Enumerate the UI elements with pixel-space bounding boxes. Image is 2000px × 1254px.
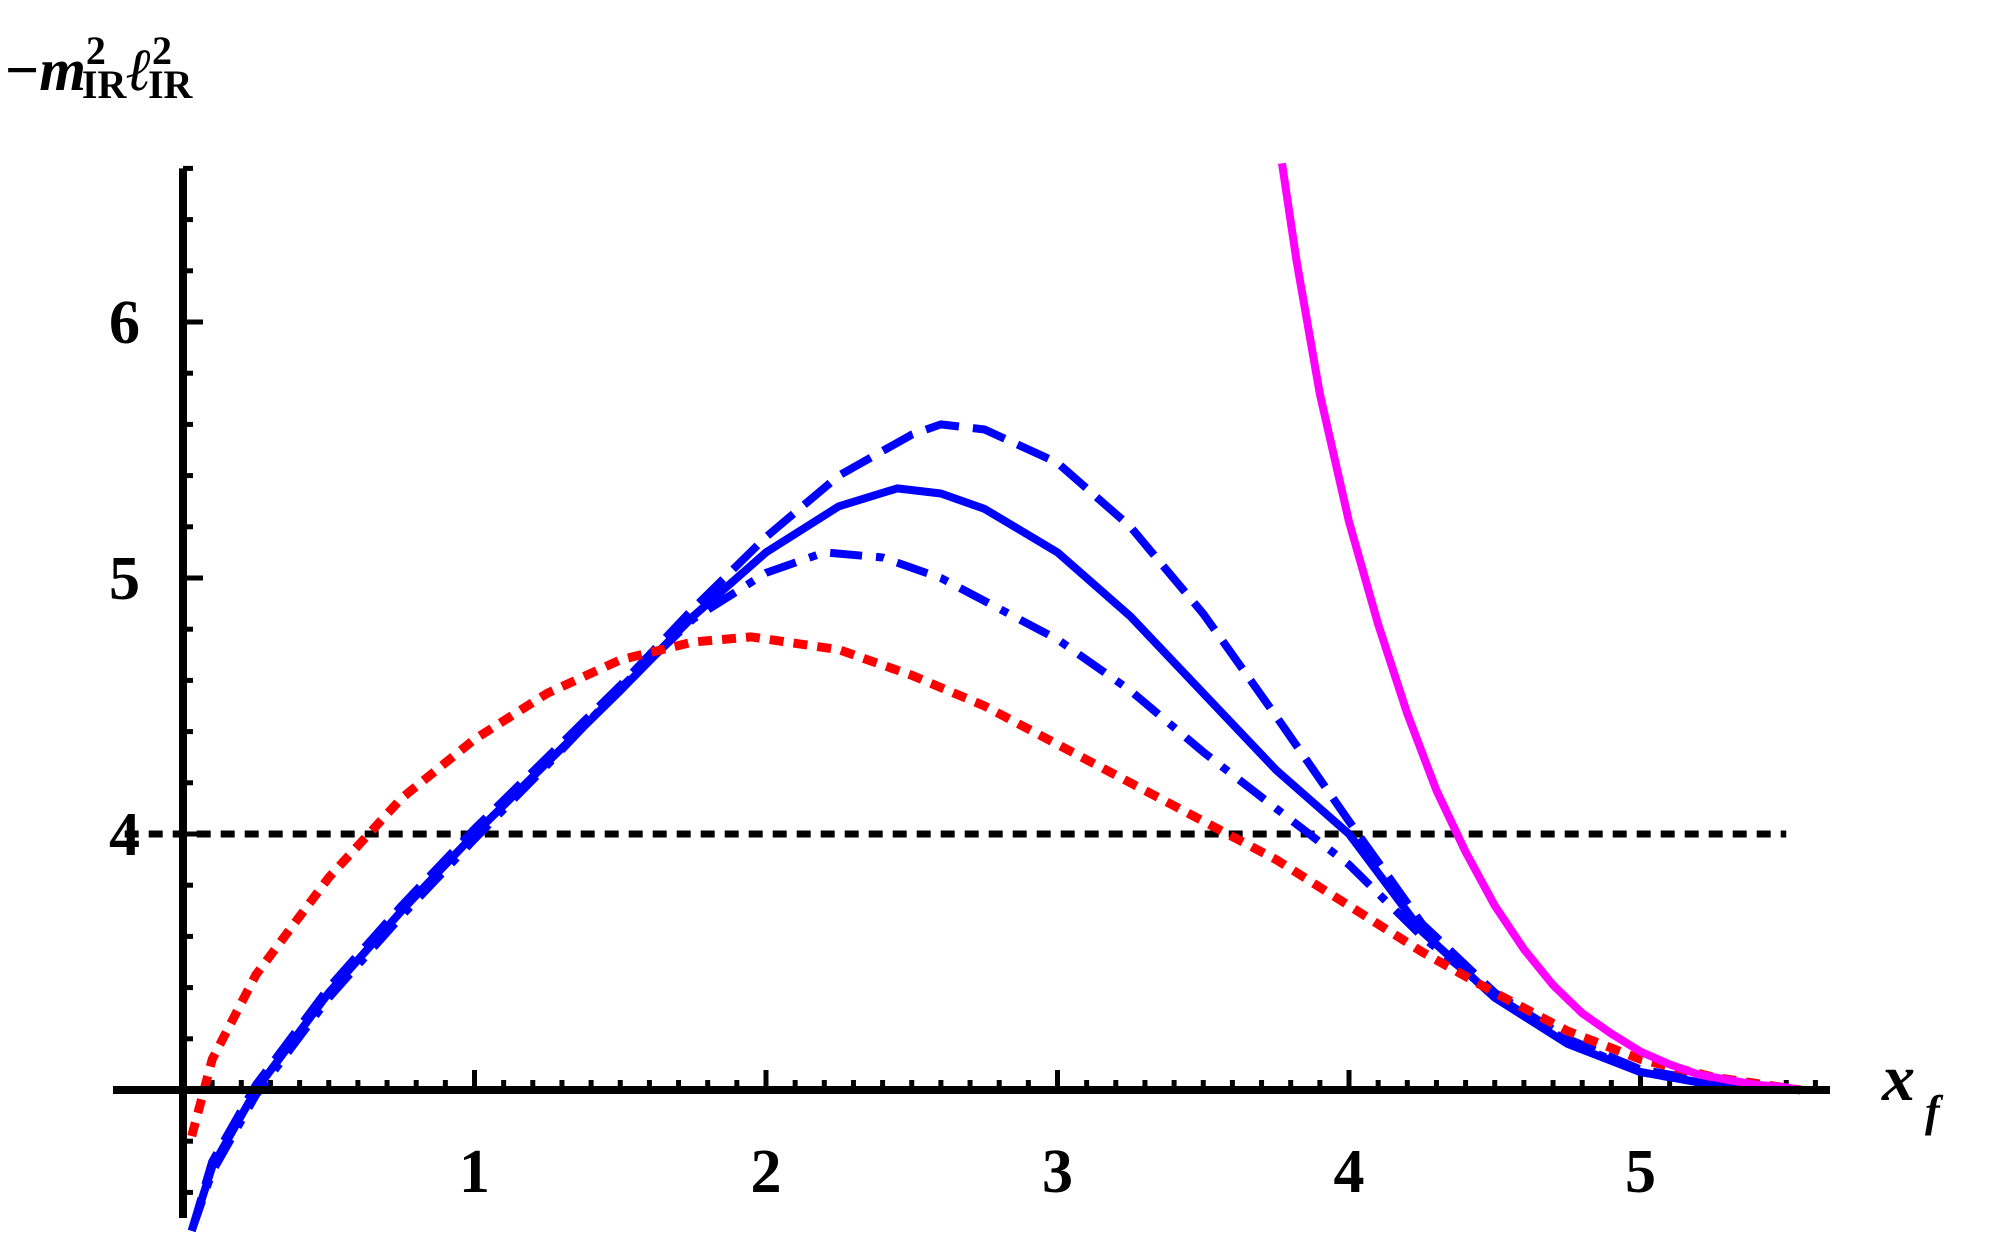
y-axis-label-l-sub: IR — [148, 62, 194, 107]
y-tick-label: 4 — [109, 801, 140, 869]
x-tick-label: 3 — [1042, 1138, 1073, 1206]
x-tick-label: 2 — [751, 1138, 782, 1206]
y-axis-label-l: ℓ — [126, 37, 152, 103]
series-line-2-solid — [187, 484, 1802, 1233]
x-axis-label-sub: f — [1925, 1087, 1944, 1136]
series-line-3-dashdot — [187, 548, 1802, 1233]
y-axis-label: −m2 IRℓ2 IR — [5, 28, 194, 107]
x-tick-label: 1 — [459, 1138, 490, 1206]
y-axis-label-l-sup: 2 — [152, 28, 172, 73]
x-axis-label-base: x — [1881, 1042, 1915, 1115]
y-axis-label-m-sup: 2 — [86, 28, 106, 73]
y-tick-label: 5 — [109, 545, 140, 613]
series-line-1-dashed — [187, 420, 1802, 1232]
x-tick-label: 5 — [1625, 1138, 1656, 1206]
tick-labels: 1 2 3 4 5 4 5 6 — [109, 289, 1656, 1206]
series-line-4-dotted — [187, 632, 1802, 1138]
axes-group — [113, 168, 1830, 1218]
y-tick-label: 6 — [109, 289, 140, 357]
series-line-5-solid — [1278, 162, 1802, 1094]
y-axis-label-m-sub: IR — [82, 62, 128, 107]
y-axis-label-sign: − — [5, 37, 39, 103]
x-tick-label: 4 — [1334, 1138, 1365, 1206]
series-group — [187, 162, 1802, 1233]
y-axis-label-m: m — [39, 37, 86, 103]
